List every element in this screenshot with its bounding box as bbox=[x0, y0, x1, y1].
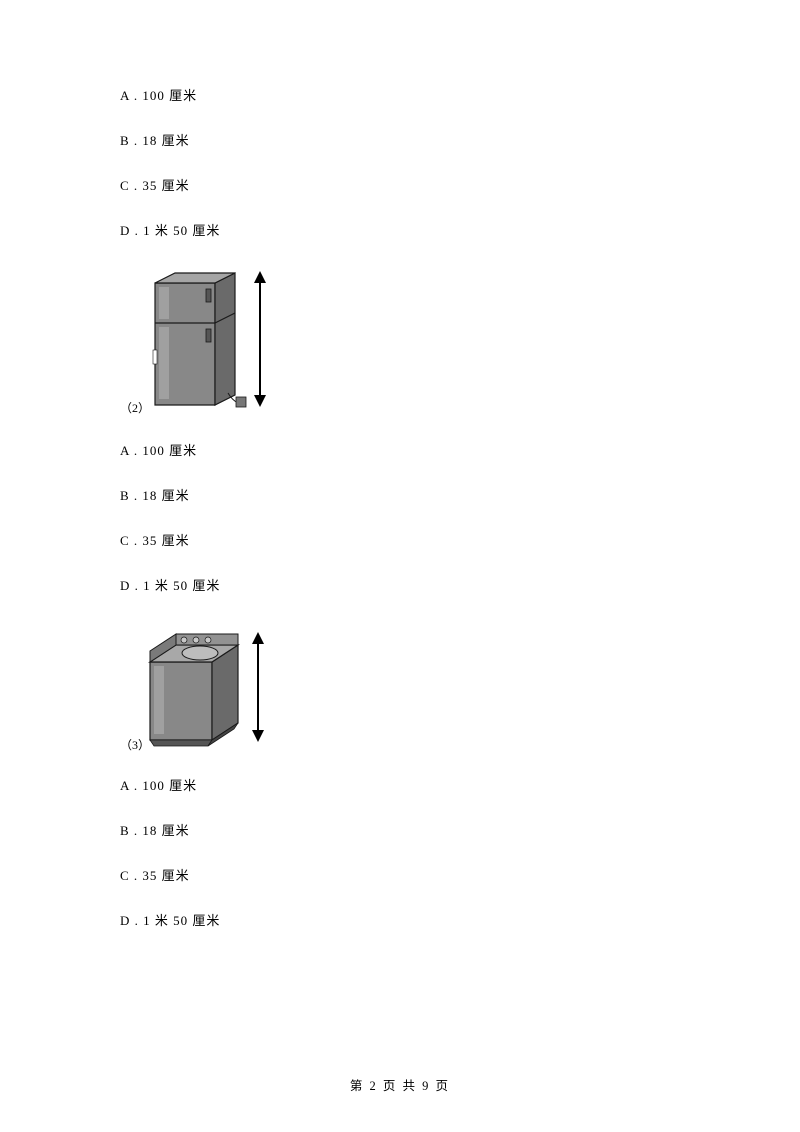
q3-caption: （3） bbox=[120, 736, 150, 753]
q1-option-c: C . 35 厘米 bbox=[120, 175, 680, 194]
q1-option-d: D . 1 米 50 厘米 bbox=[120, 220, 680, 239]
q2-option-d: D . 1 米 50 厘米 bbox=[120, 575, 680, 594]
page-content: A . 100 厘米 B . 18 厘米 C . 35 厘米 D . 1 米 5… bbox=[0, 0, 800, 929]
q2-option-a: A . 100 厘米 bbox=[120, 440, 680, 459]
q2-option-c: C . 35 厘米 bbox=[120, 530, 680, 549]
q2-image-block: （2） bbox=[120, 265, 290, 420]
q3-option-d: D . 1 米 50 厘米 bbox=[120, 910, 680, 929]
refrigerator-diagram bbox=[120, 265, 290, 420]
q2-option-b: B . 18 厘米 bbox=[120, 485, 680, 504]
page-footer: 第 2 页 共 9 页 bbox=[0, 1075, 800, 1094]
washing-machine-diagram bbox=[120, 620, 285, 755]
q1-option-b: B . 18 厘米 bbox=[120, 130, 680, 149]
q3-option-a: A . 100 厘米 bbox=[120, 775, 680, 794]
q3-option-b: B . 18 厘米 bbox=[120, 820, 680, 839]
q1-option-a: A . 100 厘米 bbox=[120, 85, 680, 104]
q3-image-block: （3） bbox=[120, 620, 285, 755]
q3-option-c: C . 35 厘米 bbox=[120, 865, 680, 884]
q2-caption: （2） bbox=[120, 399, 150, 416]
